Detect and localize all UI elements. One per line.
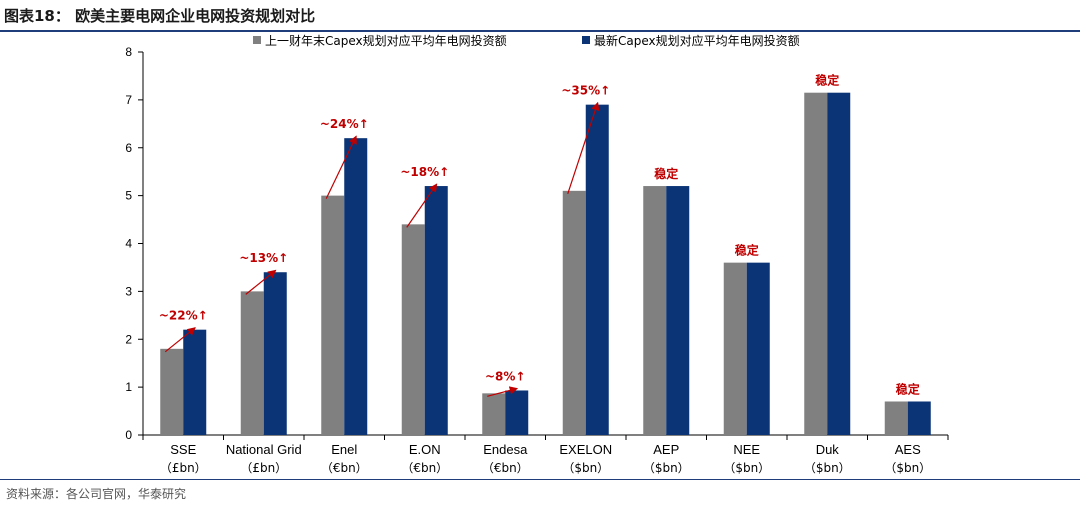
growth-arrow	[325, 135, 357, 199]
y-tick-label: 4	[125, 237, 132, 251]
legend-swatch	[253, 36, 261, 44]
y-tick-label: 6	[125, 141, 132, 155]
x-unit-label: （$bn）	[804, 461, 851, 475]
x-category-label: E.ON	[409, 442, 441, 457]
growth-arrow	[406, 183, 438, 228]
x-unit-label: （£bn）	[240, 461, 287, 475]
bar-prev	[643, 186, 667, 435]
x-category-label: EXELON	[559, 442, 612, 457]
stable-annotation: 稳定	[735, 243, 759, 258]
y-tick-label: 3	[125, 284, 132, 298]
x-category-label: National Grid	[226, 442, 302, 457]
x-unit-label: （£bn）	[160, 461, 207, 475]
legend-label: 上一财年末Capex规划对应平均年电网投资额	[265, 33, 507, 48]
bar-latest	[907, 401, 931, 435]
figure-title: 图表18： 欧美主要电网企业电网投资规划对比	[4, 7, 316, 25]
x-unit-label: （$bn）	[562, 461, 609, 475]
bar-latest	[183, 329, 207, 435]
x-category-label: Enel	[331, 442, 357, 457]
growth-annotation: ~24%↑	[320, 117, 369, 131]
bar-prev	[804, 92, 828, 435]
growth-arrow	[164, 327, 196, 353]
bar-prev	[723, 262, 747, 435]
bar-latest	[585, 104, 609, 435]
bar-latest	[344, 138, 368, 436]
growth-arrow	[567, 101, 600, 195]
x-category-label: AES	[895, 442, 921, 457]
bar-prev	[884, 401, 908, 435]
x-unit-label: （€bn）	[321, 461, 368, 475]
x-category-label: Endesa	[483, 442, 528, 457]
title-bar: 图表18： 欧美主要电网企业电网投资规划对比	[0, 0, 1080, 32]
bar-latest	[666, 186, 690, 435]
x-unit-label: （$bn）	[723, 461, 770, 475]
legend-swatch	[582, 36, 590, 44]
y-tick-label: 7	[125, 93, 132, 107]
growth-arrow	[487, 386, 519, 397]
growth-annotation: ~13%↑	[239, 251, 288, 265]
x-category-label: NEE	[733, 442, 760, 457]
bar-latest	[746, 262, 770, 435]
growth-annotation: ~35%↑	[561, 84, 610, 98]
x-category-label: AEP	[653, 442, 679, 457]
source-note: 资料来源：各公司官网，华泰研究	[6, 487, 187, 501]
bar-latest	[505, 390, 529, 435]
stable-annotation: 稳定	[654, 166, 678, 181]
bar-latest	[263, 272, 287, 435]
legend-label: 最新Capex规划对应平均年电网投资额	[594, 33, 800, 48]
y-tick-label: 1	[125, 380, 132, 394]
stable-annotation: 稳定	[815, 73, 839, 88]
bar-prev	[240, 291, 264, 435]
y-tick-label: 8	[125, 45, 132, 59]
x-unit-label: （€bn）	[482, 461, 529, 475]
source-bar: 资料来源：各公司官网，华泰研究	[0, 479, 1080, 506]
y-tick-label: 5	[125, 189, 132, 203]
x-unit-label: （$bn）	[884, 461, 931, 475]
x-unit-label: （$bn）	[643, 461, 690, 475]
bar-latest	[827, 92, 851, 435]
bar-prev	[401, 224, 425, 435]
bar-prev	[321, 195, 345, 435]
x-unit-label: （€bn）	[401, 461, 448, 475]
growth-annotation: ~22%↑	[159, 309, 208, 323]
bar-latest	[424, 186, 448, 435]
x-category-label: SSE	[170, 442, 196, 457]
growth-arrow	[245, 269, 277, 295]
bar-prev	[482, 393, 506, 435]
bar-prev	[562, 190, 586, 435]
y-tick-label: 0	[125, 428, 132, 442]
growth-annotation: ~8%↑	[485, 369, 525, 383]
y-tick-label: 2	[125, 332, 132, 346]
x-category-label: Duk	[816, 442, 840, 457]
stable-annotation: 稳定	[896, 381, 920, 396]
bar-prev	[160, 348, 184, 435]
growth-annotation: ~18%↑	[400, 165, 449, 179]
